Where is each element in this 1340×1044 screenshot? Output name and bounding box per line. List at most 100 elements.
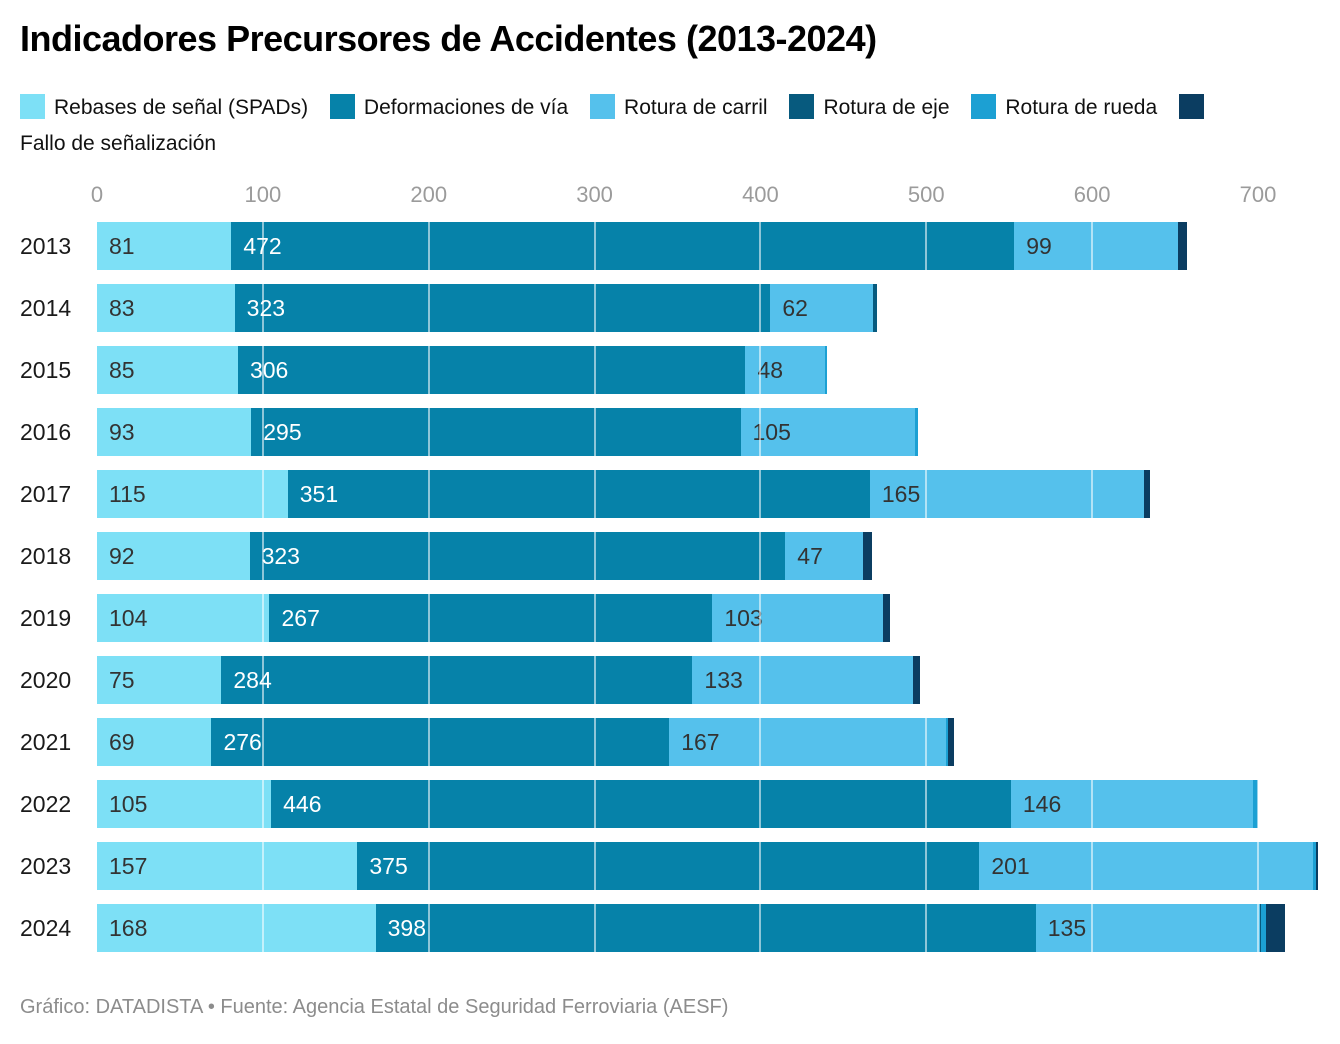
bar-row-2023: 2023 157 375 201	[0, 842, 1340, 890]
segment-value-label: 85	[109, 357, 135, 383]
segment-value-label: 446	[283, 791, 322, 817]
year-label: 2018	[20, 543, 72, 569]
x-axis-tick-500: 500	[907, 182, 945, 207]
chart-plot-area: 0 100 200 300 400 500 600 700 2013 81 472 99 2014 83…	[0, 182, 1340, 954]
segment-value-label: 267	[281, 605, 320, 631]
segment-value-label: 48	[757, 357, 784, 383]
bar-segment-rueda	[1261, 904, 1267, 952]
bar-row-2019: 2019 104 267 103	[0, 594, 1340, 642]
bar-segment-spads: 92	[97, 532, 250, 580]
x-axis-tick-400: 400	[742, 182, 779, 207]
bar-row-2020: 2020 75 284 133	[0, 656, 1340, 704]
legend-label: Rotura de eje	[823, 96, 950, 119]
segment-value-label: 284	[233, 667, 272, 693]
bar-row-2016: 2016 93 295 105	[0, 408, 1340, 456]
year-label: 2016	[20, 419, 72, 445]
segment-value-label: 83	[109, 295, 135, 321]
segment-value-label: 69	[109, 729, 135, 755]
segment-value-label: 133	[704, 667, 743, 693]
stacked-bar: 81 472 99	[97, 222, 1187, 270]
bar-segment-via: 284	[221, 656, 693, 704]
segment-value-label: 295	[263, 419, 302, 445]
segment-value-label: 93	[109, 419, 135, 445]
bar-segment-spads: 83	[97, 284, 235, 332]
segment-value-label: 75	[109, 667, 135, 693]
bar-segment-rueda	[1253, 780, 1258, 828]
bar-segment-fallo	[1266, 904, 1285, 952]
year-label: 2019	[20, 605, 72, 631]
legend-item-carril: Rotura de carril	[590, 94, 768, 119]
page-title: Indicadores Precursores de Accidentes (2…	[20, 18, 877, 59]
stacked-bar: 157 375 201	[97, 842, 1318, 890]
bar-segment-spads: 93	[97, 408, 252, 456]
bar-segment-fallo	[1316, 842, 1318, 890]
year-label: 2022	[20, 791, 72, 817]
bar-segment-carril: 201	[979, 842, 1313, 890]
x-axis-tick-700: 700	[1239, 182, 1277, 207]
segment-value-label: 201	[991, 853, 1030, 879]
segment-value-label: 157	[109, 853, 148, 879]
legend-label: Rotura de rueda	[1005, 96, 1158, 119]
x-axis-tick-0: 0	[90, 182, 104, 207]
bar-segment-via: 276	[211, 718, 670, 766]
bar-segment-carril: 135	[1035, 904, 1260, 952]
bar-segment-carril: 133	[692, 656, 913, 704]
stacked-bar: 104 267 103	[97, 594, 890, 642]
bar-segment-rueda	[914, 408, 918, 456]
bar-rows: 2013 81 472 99 2014 83 323 62 2015 85 306 48 2016 93 2…	[0, 222, 1340, 966]
segment-value-label: 47	[797, 543, 823, 569]
bar-segment-spads: 115	[97, 470, 288, 518]
legend-swatch-fallo	[1179, 94, 1204, 119]
bar-segment-spads: 69	[97, 718, 212, 766]
bar-segment-spads: 157	[97, 842, 358, 890]
legend-swatch-spads	[20, 94, 45, 119]
legend-swatch-rueda	[971, 94, 997, 119]
year-label: 2020	[20, 667, 72, 693]
segment-value-label: 135	[1047, 915, 1087, 941]
bar-row-2013: 2013 81 472 99	[0, 222, 1340, 270]
legend-item-via: Deformaciones de vía	[329, 94, 569, 119]
bar-row-2024: 2024 168 398 135	[0, 904, 1340, 952]
segment-value-label: 99	[1026, 233, 1052, 259]
segment-value-label: 146	[1022, 791, 1062, 817]
segment-value-label: 472	[243, 233, 282, 259]
stacked-bar: 75 284 133	[97, 656, 920, 704]
segment-value-label: 323	[261, 543, 300, 569]
segment-value-label: 375	[369, 853, 408, 879]
segment-value-label: 168	[109, 915, 148, 941]
stacked-bar: 105 446 146	[97, 780, 1258, 828]
legend-item-spads: Rebases de señal (SPADs)	[20, 94, 309, 119]
bar-segment-fallo	[947, 718, 955, 766]
bar-segment-via: 398	[375, 904, 1036, 952]
stacked-bar: 85 306 48	[97, 346, 827, 394]
legend-swatch-carril	[590, 94, 616, 119]
bar-row-2022: 2022 105 446 146	[0, 780, 1340, 828]
year-label: 2024	[20, 915, 72, 941]
source-credit: Gráfico: DATADISTA • Fuente: Agencia Est…	[20, 996, 729, 1018]
segment-value-label: 306	[249, 357, 289, 383]
year-label: 2023	[20, 853, 72, 879]
segment-value-label: 323	[246, 295, 286, 321]
year-label: 2017	[20, 481, 72, 507]
bar-segment-fallo	[913, 656, 920, 704]
segment-value-label: 115	[109, 481, 146, 507]
bar-segment-via: 323	[249, 532, 786, 580]
bar-segment-spads: 75	[97, 656, 222, 704]
bar-segment-spads: 81	[97, 222, 232, 270]
legend-item-rueda: Rotura de rueda	[971, 94, 1158, 119]
legend-label: Deformaciones de vía	[363, 96, 569, 119]
legend-swatch-eje	[789, 94, 815, 119]
legend-label: Rebases de señal (SPADs)	[54, 96, 309, 119]
segment-value-label: 351	[299, 481, 339, 507]
segment-value-label: 104	[109, 605, 148, 631]
segment-value-label: 92	[109, 543, 135, 569]
year-label: 2021	[20, 729, 72, 755]
bar-segment-carril: 47	[785, 532, 864, 580]
bar-segment-via: 446	[271, 780, 1011, 828]
bar-segment-rueda	[825, 346, 827, 394]
year-label: 2013	[20, 233, 72, 259]
segment-value-label: 62	[782, 295, 808, 321]
stacked-bar: 115 351 165	[97, 470, 1151, 518]
bar-segment-carril: 165	[869, 470, 1144, 518]
bar-row-2014: 2014 83 323 62	[0, 284, 1340, 332]
